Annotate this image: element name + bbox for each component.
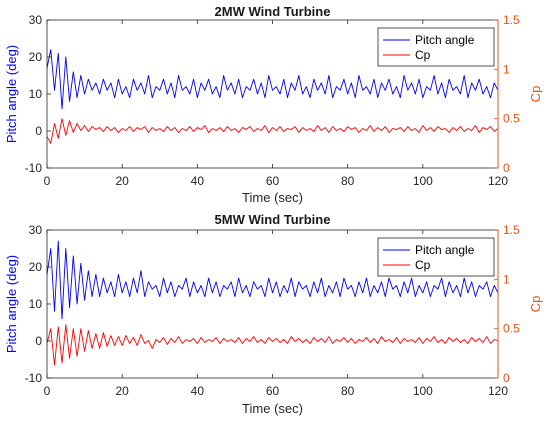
y-tick-label-left: 0 bbox=[35, 124, 42, 138]
x-tick-label: 100 bbox=[413, 174, 433, 188]
y-tick-label-left: 0 bbox=[35, 334, 42, 348]
y-tick-label-right: 0 bbox=[503, 161, 510, 175]
x-tick-label: 80 bbox=[341, 174, 355, 188]
x-tick-label: 40 bbox=[191, 384, 205, 398]
legend-box bbox=[377, 237, 495, 277]
series-line-cp bbox=[46, 324, 499, 366]
y-tick-label-left: 30 bbox=[29, 13, 43, 27]
series-line-pitch-angle bbox=[46, 49, 499, 110]
y-axis-label-right: Cp bbox=[528, 86, 543, 103]
y-tick-label-right: 1.5 bbox=[503, 223, 520, 237]
x-tick-label: 120 bbox=[488, 384, 508, 398]
x-tick-label: 0 bbox=[44, 384, 51, 398]
chart-title: 5MW Wind Turbine bbox=[215, 212, 331, 227]
legend-entry-label: Pitch angle bbox=[415, 243, 475, 257]
x-tick-label: 0 bbox=[44, 174, 51, 188]
y-tick-label-right: 0.5 bbox=[503, 112, 520, 126]
y-tick-label-right: 0 bbox=[503, 371, 510, 385]
x-tick-label: 120 bbox=[488, 174, 508, 188]
legend-entry-label: Cp bbox=[415, 48, 431, 62]
x-tick-label: 100 bbox=[413, 384, 433, 398]
y-tick-label-right: 1.5 bbox=[503, 13, 520, 27]
y-axis-label-left: Pitch angle (deg) bbox=[4, 255, 19, 353]
y-tick-label-left: -10 bbox=[25, 161, 43, 175]
y-axis-label-right: Cp bbox=[528, 296, 543, 313]
chart-title: 2MW Wind Turbine bbox=[215, 4, 331, 19]
y-tick-label-left: 10 bbox=[29, 87, 43, 101]
legend-entry-label: Pitch angle bbox=[415, 33, 475, 47]
y-axis-label-left: Pitch angle (deg) bbox=[4, 45, 19, 143]
x-tick-label: 20 bbox=[115, 174, 129, 188]
x-tick-label: 40 bbox=[191, 174, 205, 188]
series-line-cp bbox=[46, 118, 499, 144]
y-tick-label-left: 20 bbox=[29, 50, 43, 64]
y-tick-label-right: 1 bbox=[503, 62, 510, 76]
y-tick-label-left: 10 bbox=[29, 297, 43, 311]
x-tick-label: 60 bbox=[266, 174, 280, 188]
x-tick-label: 60 bbox=[266, 384, 280, 398]
y-tick-label-left: 30 bbox=[29, 223, 43, 237]
y-tick-label-right: 1 bbox=[503, 272, 510, 286]
legend-box bbox=[377, 27, 495, 67]
x-tick-label: 80 bbox=[341, 384, 355, 398]
legend-entry-label: Cp bbox=[415, 258, 431, 272]
y-tick-label-right: 0.5 bbox=[503, 322, 520, 336]
series-line-pitch-angle bbox=[46, 240, 499, 320]
y-tick-label-left: -10 bbox=[25, 371, 43, 385]
y-tick-label-left: 20 bbox=[29, 260, 43, 274]
x-axis-label: Time (sec) bbox=[242, 190, 303, 205]
x-axis-label: Time (sec) bbox=[242, 401, 303, 416]
x-tick-label: 20 bbox=[115, 384, 129, 398]
